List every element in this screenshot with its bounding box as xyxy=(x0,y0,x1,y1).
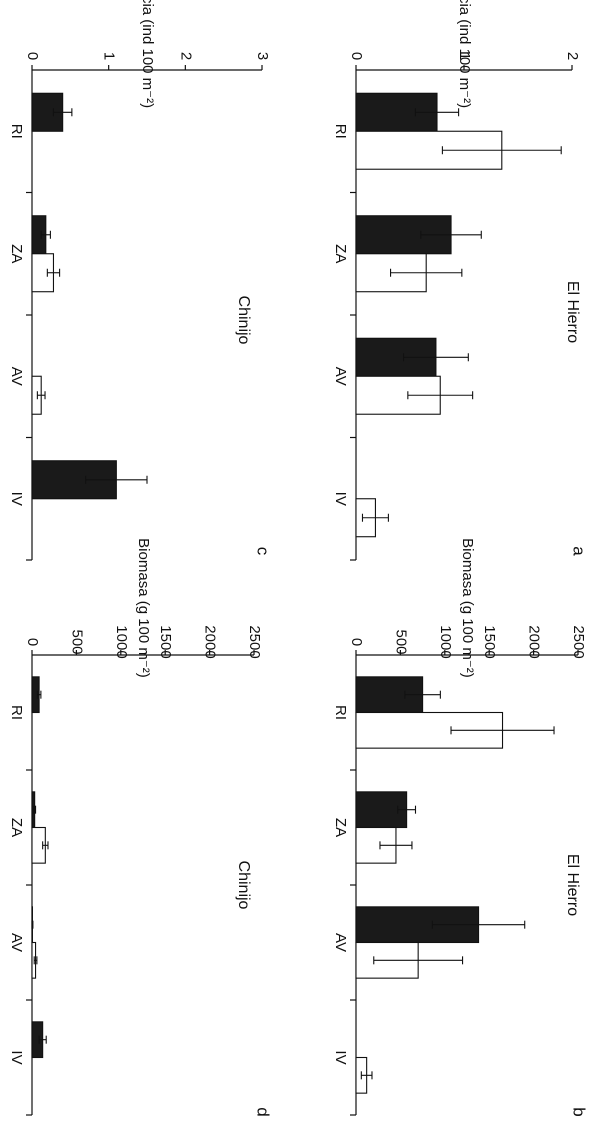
value-tick-label: 1500 xyxy=(157,625,174,658)
value-tick-label: 1 xyxy=(101,52,118,60)
value-tick-label: 2 xyxy=(564,52,581,60)
panel-d: 0 500 1000 1500 2000 2500 Biomasa (g 100 m⁻²) R… xyxy=(8,538,272,1117)
value-tick-label: 0 xyxy=(24,638,41,646)
value-tick-label: 500 xyxy=(68,629,85,654)
category-label: IV xyxy=(332,492,349,506)
category-label: IV xyxy=(8,1050,25,1064)
value-tick-label: 3 xyxy=(254,52,271,60)
value-tick-label: 0 xyxy=(348,638,365,646)
value-tick-label: 1 xyxy=(456,52,473,60)
value-axis-title: Abundancia (ind 100 m⁻²) xyxy=(456,0,473,108)
category-label: IV xyxy=(8,492,25,506)
value-tick-label: 0 xyxy=(348,52,365,60)
value-axis-title: Abundancia (ind 100 m⁻²) xyxy=(139,0,156,108)
category-label: ZA xyxy=(332,244,349,263)
panel-title: El Hierro xyxy=(564,854,581,916)
panel-letter: b xyxy=(570,1107,589,1116)
value-tick-label: 0 xyxy=(24,52,41,60)
category-label: RI xyxy=(8,705,25,720)
panel-letter: d xyxy=(254,1107,273,1116)
value-tick-label: 2000 xyxy=(526,625,543,658)
panel-title: Chinijo xyxy=(235,861,252,910)
value-tick-label: 1500 xyxy=(481,625,498,658)
panel-letter: c xyxy=(254,547,273,556)
category-label: ZA xyxy=(8,818,25,837)
category-label: AV xyxy=(8,933,25,952)
value-tick-label: 500 xyxy=(392,629,409,654)
category-label: RI xyxy=(332,705,349,720)
category-label: AV xyxy=(332,933,349,952)
value-tick-label: 2 xyxy=(177,52,194,60)
panel-c: 0 1 2 3 Abundancia (ind 100 m⁻²) RI ZA AV IV Chin… xyxy=(8,0,273,561)
panel-a: 0 1 2 Abundancia (ind 100 m⁻²) RI ZA AV IV El Hi… xyxy=(332,0,589,561)
value-axis-title: Biomasa (g 100 m⁻²) xyxy=(135,538,152,678)
category-label: RI xyxy=(332,124,349,139)
value-tick-label: 2500 xyxy=(570,625,587,658)
panel-b: 0 500 1000 1500 2000 2500 Biomasa (g 100 m⁻²) R… xyxy=(332,538,588,1117)
category-label: RI xyxy=(8,124,25,139)
value-tick-label: 2500 xyxy=(246,625,263,658)
category-label: IV xyxy=(332,1050,349,1064)
panel-letter: a xyxy=(570,546,589,556)
panel-title: Chinijo xyxy=(235,296,252,345)
category-label: ZA xyxy=(332,818,349,837)
value-tick-label: 1000 xyxy=(437,625,454,658)
value-tick-label: 2000 xyxy=(202,625,219,658)
panel-title: El Hierro xyxy=(564,281,581,343)
value-axis-title: Biomasa (g 100 m⁻²) xyxy=(459,538,476,678)
category-label: AV xyxy=(332,367,349,386)
category-label: AV xyxy=(8,367,25,386)
category-label: ZA xyxy=(8,244,25,263)
value-tick-label: 1000 xyxy=(113,625,130,658)
